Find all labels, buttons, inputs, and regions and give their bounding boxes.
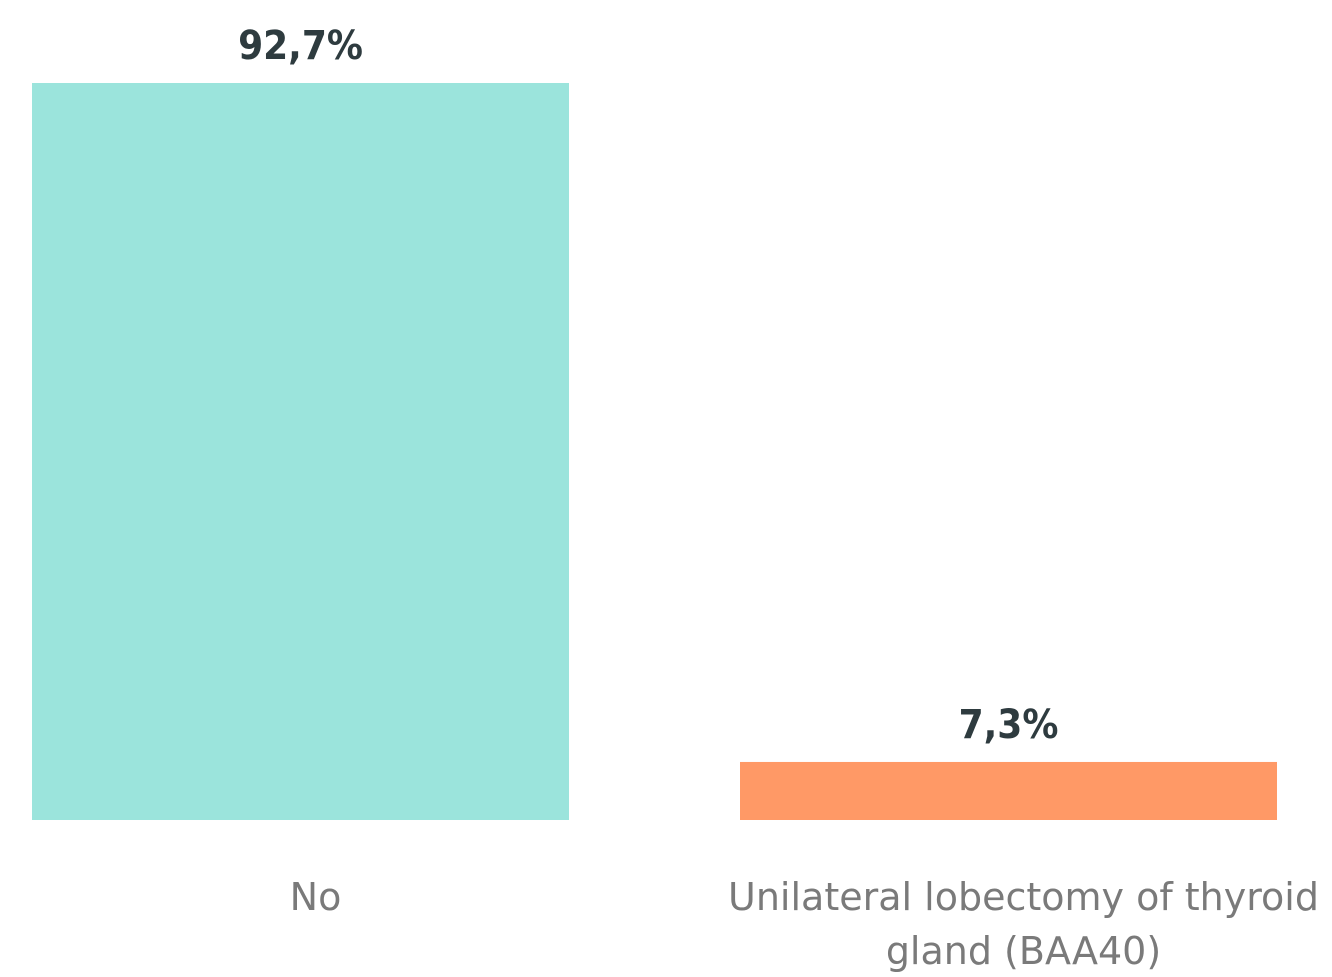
bar-0: [32, 83, 569, 820]
bar-value-label-0: 92,7%: [238, 23, 363, 69]
category-label-0: No: [290, 875, 342, 919]
category-label-1-line-1: gland (BAA40): [886, 929, 1161, 973]
bar-value-label-1: 7,3%: [959, 702, 1059, 748]
bar-1: [740, 761, 1277, 820]
category-label-1-line-0: Unilateral lobectomy of thyroid: [728, 875, 1319, 919]
